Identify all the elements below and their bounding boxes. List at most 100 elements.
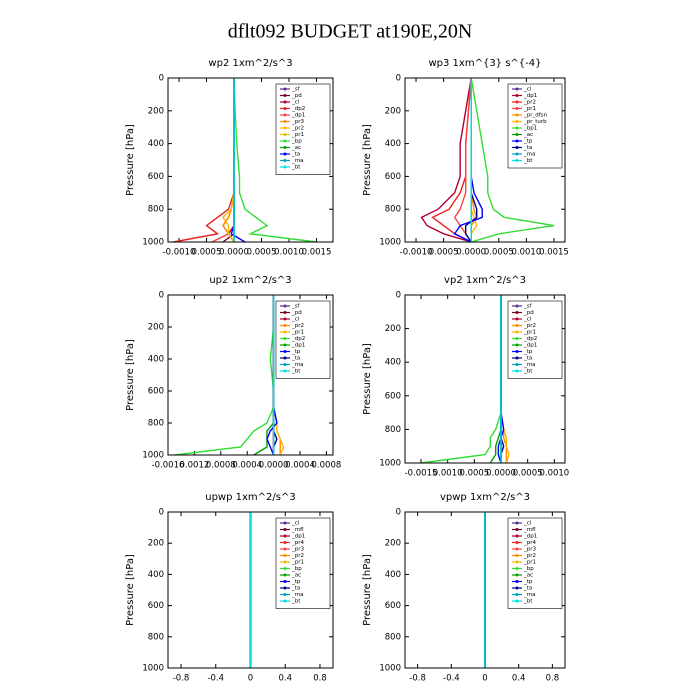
legend-marker [515, 152, 519, 156]
x-tick-label: -0.8 [409, 674, 426, 684]
panel-title: wp3 1xm^{3} s^{-4} [428, 58, 541, 69]
profile-line [174, 295, 275, 456]
plot-frame [167, 77, 334, 243]
legend-marker [283, 599, 287, 603]
x-tick-label: 0.0000 [259, 461, 289, 471]
y-tick-label: 1000 [142, 238, 164, 248]
panel-title: wp2 1xm^2/s^3 [208, 58, 292, 69]
y-tick-label: 200 [148, 323, 164, 333]
x-tick-label: -0.8 [173, 674, 190, 684]
y-tick-label: 400 [385, 570, 401, 580]
x-tick-label: 0.0004 [232, 461, 262, 471]
legend-label: _ta [523, 356, 532, 362]
plot-frame [404, 294, 566, 464]
plot-frame [404, 77, 566, 243]
legend-label: _ma [291, 158, 303, 164]
legend-marker [283, 363, 287, 366]
legend-label: _dp1 [291, 534, 305, 540]
legend-marker [283, 350, 287, 353]
legend-marker [283, 521, 287, 525]
x-tick-label: 0.0010 [539, 469, 569, 479]
legend-label: _ac [291, 573, 301, 579]
y-axis-label: Pressure [hPa] [362, 343, 373, 415]
x-tick-label: 0.0000 [486, 469, 516, 479]
legend-marker [283, 159, 287, 162]
y-tick-label: 400 [148, 570, 164, 580]
y-tick-label: 0 [159, 74, 164, 84]
legend-label: _pr2 [291, 553, 304, 559]
legend-label: _ma [523, 152, 535, 158]
legend-marker [515, 107, 519, 110]
legend-marker [515, 541, 519, 544]
plot-frame [167, 294, 334, 456]
legend-marker [515, 87, 519, 91]
legend-label: _cl [523, 87, 532, 93]
y-tick-label: 400 [148, 139, 164, 149]
legend-label: _tp [523, 579, 533, 585]
legend-marker [515, 369, 519, 373]
legend-marker [515, 586, 519, 590]
x-tick-label: 0.8 [313, 674, 327, 684]
legend-label: _cl [291, 521, 300, 527]
y-tick-label: 0 [396, 74, 401, 84]
y-tick-label: 200 [385, 106, 401, 116]
figure-title: dflt092 BUDGET at190E,20N [228, 21, 473, 43]
panel-title: upwp 1xm^2/s^3 [205, 492, 295, 503]
legend-marker [283, 100, 287, 104]
legend-marker [283, 94, 287, 97]
profile-line [420, 77, 472, 243]
legend-label: _sf [523, 304, 533, 310]
legend-label: _cl [291, 100, 300, 106]
legend-label: _cl [523, 317, 532, 323]
legend-label: _pr_turb [523, 119, 547, 125]
legend-label: _pr4 [523, 540, 537, 546]
legend-label: _pr4 [291, 540, 305, 546]
legend-marker [515, 133, 519, 136]
legend-marker [515, 547, 519, 551]
y-axis-label: Pressure [hPa] [362, 554, 373, 626]
profile-line [222, 78, 235, 243]
legend-marker [283, 317, 287, 321]
profile-line [489, 295, 502, 464]
legend-marker [283, 139, 287, 143]
legend-marker [515, 330, 519, 334]
profile-line [453, 77, 472, 243]
x-tick-label: -0.0010 [400, 248, 433, 258]
legend-label: _cl [291, 317, 300, 323]
legend-label: _tp [291, 349, 301, 355]
legend-label: _pr1 [291, 132, 304, 138]
panel-title: vpwp 1xm^2/s^3 [440, 492, 530, 503]
legend-marker [283, 541, 287, 544]
x-tick-label: 0.0010 [512, 248, 542, 258]
y-axis-label: Pressure [hPa] [125, 124, 136, 196]
x-tick-label: 0.0000 [456, 248, 486, 258]
legend-label: _pd [523, 310, 534, 316]
y-tick-label: 600 [148, 172, 164, 182]
legend-label: _ac [523, 573, 533, 579]
x-tick-label: -0.0015 [405, 469, 438, 479]
y-tick-label: 1000 [142, 664, 164, 674]
x-tick-label: -0.0010 [163, 248, 196, 258]
legend-marker [515, 567, 519, 570]
x-tick-label: 0.0005 [429, 248, 459, 258]
y-tick-label: 600 [385, 601, 401, 611]
profile-line [233, 77, 317, 243]
x-tick-label: 0.8 [546, 674, 560, 684]
y-tick-label: 800 [385, 205, 401, 215]
legend-label: _bp [291, 139, 302, 145]
legend-label: _ta [291, 586, 300, 592]
legend-marker [283, 311, 287, 314]
legend-label: _ta [291, 356, 300, 362]
legend-label: _mfl [523, 527, 536, 533]
legend-label: _pd [291, 310, 302, 316]
legend-marker [515, 528, 519, 531]
legend-marker [283, 593, 287, 596]
y-tick-label: 800 [385, 632, 401, 642]
legend-marker [515, 560, 519, 564]
legend-marker [515, 580, 519, 583]
legend-marker [515, 337, 519, 340]
legend-marker [515, 350, 519, 353]
legend-label: _ta [523, 586, 532, 592]
legend-marker [283, 133, 287, 136]
legend-label: _pr1 [291, 330, 304, 336]
